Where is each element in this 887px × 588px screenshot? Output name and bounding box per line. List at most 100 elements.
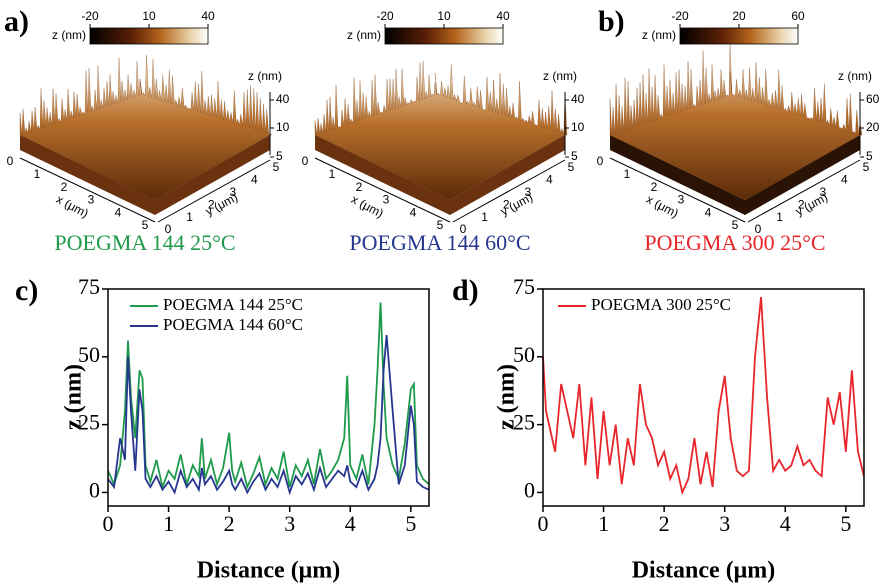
x-tick-label: 1 bbox=[329, 167, 336, 181]
x-tick-label: 5 bbox=[840, 511, 851, 536]
colorbar-label: z (nm) bbox=[642, 28, 676, 42]
x-axis bbox=[19, 157, 156, 223]
x-tick-label: 3 bbox=[88, 193, 95, 207]
y-tick-label: 0 bbox=[524, 477, 535, 502]
y-axis bbox=[157, 159, 271, 223]
caption: POEGMA 300 25°C bbox=[644, 230, 825, 255]
x-tick-label: 4 bbox=[410, 205, 417, 219]
y-tick-label: 25 bbox=[78, 410, 100, 435]
x-tick-label: 4 bbox=[345, 511, 356, 536]
x-tick-label: 2 bbox=[651, 180, 658, 194]
colorbar-tick-label: 10 bbox=[142, 9, 156, 23]
plot-frame bbox=[107, 288, 430, 507]
x-axis-label: x (μm) bbox=[349, 192, 386, 220]
surface-side bbox=[315, 135, 565, 215]
z-tick-label: 40 bbox=[571, 92, 585, 106]
colorbar-tick-label: -20 bbox=[671, 9, 689, 23]
z-axis-label: z (nm) bbox=[838, 69, 872, 83]
colorbar-tick-label: -20 bbox=[376, 9, 394, 23]
y-tick-label: 5 bbox=[273, 160, 280, 174]
colorbar-label: z (nm) bbox=[52, 28, 86, 42]
x-tick-label: 2 bbox=[224, 511, 235, 536]
x-tick-label: 1 bbox=[34, 167, 41, 181]
y-tick-label: 0 bbox=[460, 222, 467, 236]
y-tick-label: 0 bbox=[165, 222, 172, 236]
x-tick-label: 4 bbox=[780, 511, 791, 536]
panel-label: d) bbox=[452, 274, 479, 307]
y-tick-label: 5 bbox=[863, 160, 870, 174]
y-axis bbox=[452, 159, 566, 223]
y-tick-label: 4 bbox=[251, 173, 258, 187]
y-tick-label: 1 bbox=[186, 210, 193, 224]
y-tick-label: 0 bbox=[755, 222, 762, 236]
legend-label: POEGMA 300 25°C bbox=[591, 295, 731, 314]
colorbar bbox=[89, 27, 209, 45]
x-tick-label: 0 bbox=[538, 511, 549, 536]
surface bbox=[609, 43, 863, 201]
legend-label: POEGMA 144 25°C bbox=[163, 295, 303, 314]
x-tick-label: 1 bbox=[624, 167, 631, 181]
x-tick-label: 1 bbox=[163, 511, 174, 536]
x-axis-label: Distance (μm) bbox=[632, 558, 776, 584]
x-axis-label: x (μm) bbox=[54, 192, 91, 220]
y-axis-label: z (nm) bbox=[494, 364, 520, 430]
z-tick-label: 5 bbox=[276, 149, 283, 163]
x-tick-label: 3 bbox=[383, 193, 390, 207]
x-tick-label: 0 bbox=[597, 154, 604, 168]
y-tick-label: 75 bbox=[78, 274, 100, 299]
z-tick-label: 10 bbox=[276, 120, 290, 134]
y-axis bbox=[747, 159, 861, 223]
x-tick-label: 1 bbox=[598, 511, 609, 536]
z-tick-label: 20 bbox=[866, 120, 880, 134]
y-tick-label: 75 bbox=[513, 274, 535, 299]
x-tick-label: 0 bbox=[302, 154, 309, 168]
x-tick-label: 4 bbox=[115, 205, 122, 219]
z-tick-label: 40 bbox=[276, 92, 290, 106]
y-tick-label: 25 bbox=[513, 410, 535, 435]
y-tick-label: 3 bbox=[524, 185, 531, 199]
x-tick-label: 4 bbox=[705, 205, 712, 219]
z-axis-label: z (nm) bbox=[543, 69, 577, 83]
x-tick-label: 2 bbox=[61, 180, 68, 194]
z-tick-label: 5 bbox=[571, 149, 578, 163]
surface bbox=[19, 55, 273, 201]
colorbar-tick-label: -20 bbox=[81, 9, 99, 23]
x-axis bbox=[609, 157, 746, 223]
x-axis-label: x (μm) bbox=[644, 192, 681, 220]
panel-label: c) bbox=[15, 274, 38, 307]
colorbar-label: z (nm) bbox=[347, 28, 381, 42]
surface-side bbox=[20, 135, 270, 215]
colorbar-tick-label: 40 bbox=[201, 9, 215, 23]
y-tick-label: 1 bbox=[776, 210, 783, 224]
legend-label: POEGMA 144 60°C bbox=[163, 315, 303, 334]
x-tick-label: 3 bbox=[284, 511, 295, 536]
x-tick-label: 5 bbox=[142, 218, 149, 232]
data-line bbox=[542, 297, 865, 496]
x-tick-label: 3 bbox=[719, 511, 730, 536]
x-axis bbox=[314, 157, 451, 223]
panel-label: a) bbox=[4, 5, 29, 38]
y-tick-label: 50 bbox=[78, 342, 100, 367]
y-tick-label: 3 bbox=[819, 185, 826, 199]
surface-side bbox=[610, 135, 860, 215]
x-axis-label: Distance (μm) bbox=[197, 558, 341, 584]
x-tick-label: 3 bbox=[678, 193, 685, 207]
colorbar-tick-label: 10 bbox=[437, 9, 451, 23]
colorbar-tick-label: 60 bbox=[791, 9, 805, 23]
y-tick-label: 4 bbox=[546, 173, 553, 187]
x-tick-label: 0 bbox=[103, 511, 114, 536]
colorbar-tick-label: 20 bbox=[732, 9, 746, 23]
y-tick-label: 4 bbox=[841, 173, 848, 187]
x-tick-label: 0 bbox=[7, 154, 14, 168]
y-tick-label: 3 bbox=[229, 185, 236, 199]
x-tick-label: 5 bbox=[437, 218, 444, 232]
caption: POEGMA 144 60°C bbox=[349, 230, 530, 255]
z-axis-label: z (nm) bbox=[248, 69, 282, 83]
x-tick-label: 2 bbox=[659, 511, 670, 536]
colorbar bbox=[384, 27, 504, 45]
y-tick-label: 2 bbox=[798, 197, 805, 211]
